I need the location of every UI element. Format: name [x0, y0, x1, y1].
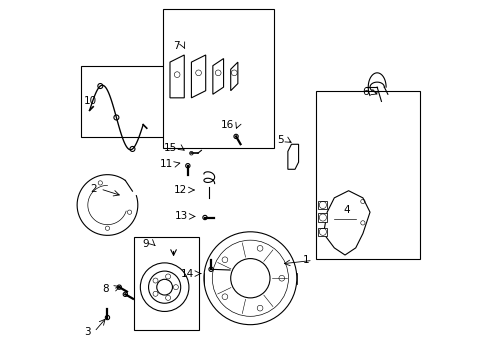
Bar	[318, 213, 327, 222]
Text: 1: 1	[303, 255, 309, 265]
Text: 8: 8	[102, 284, 109, 294]
Text: 12: 12	[174, 185, 187, 195]
Text: 7: 7	[173, 41, 180, 51]
Text: 11: 11	[160, 159, 173, 169]
Bar	[317, 91, 420, 258]
Text: 15: 15	[164, 143, 177, 153]
Text: 10: 10	[83, 96, 97, 107]
Text: 14: 14	[181, 269, 194, 279]
Bar	[134, 237, 198, 330]
Bar	[81, 66, 181, 137]
Text: 3: 3	[84, 327, 91, 337]
Text: 13: 13	[174, 211, 188, 221]
Bar	[163, 9, 273, 148]
Text: 5: 5	[277, 135, 284, 145]
Text: 6: 6	[363, 87, 369, 98]
Text: 4: 4	[343, 205, 350, 215]
Text: 16: 16	[221, 120, 234, 130]
Text: 9: 9	[143, 239, 149, 249]
Bar	[318, 201, 327, 209]
Bar	[318, 228, 327, 236]
Text: 2: 2	[90, 184, 97, 194]
